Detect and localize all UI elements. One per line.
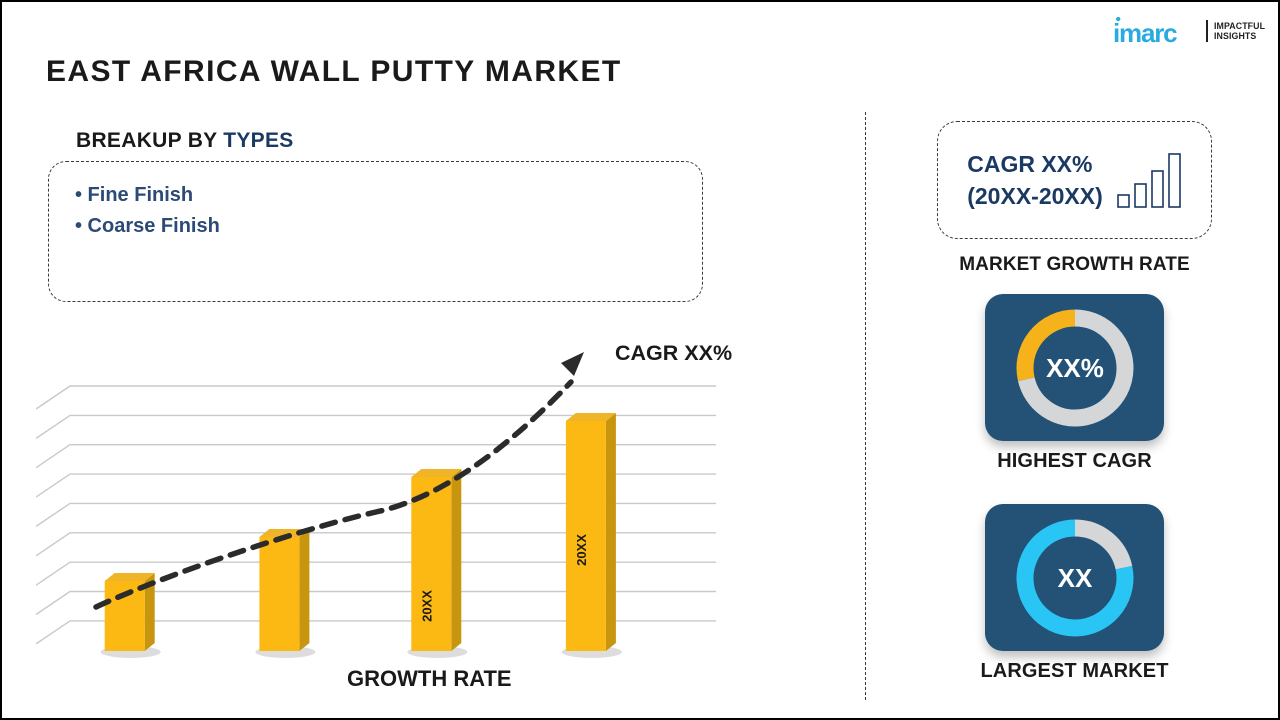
svg-text:20XX: 20XX [419, 590, 434, 622]
svg-text:XX%: XX% [1046, 353, 1104, 383]
svg-text:imarc: imarc [1114, 18, 1177, 45]
svg-text:20XX: 20XX [574, 534, 589, 566]
svg-text:GROWTH RATE: GROWTH RATE [347, 666, 512, 691]
svg-text:CAGR XX%: CAGR XX% [615, 341, 732, 365]
svg-text:XX: XX [1057, 563, 1092, 593]
